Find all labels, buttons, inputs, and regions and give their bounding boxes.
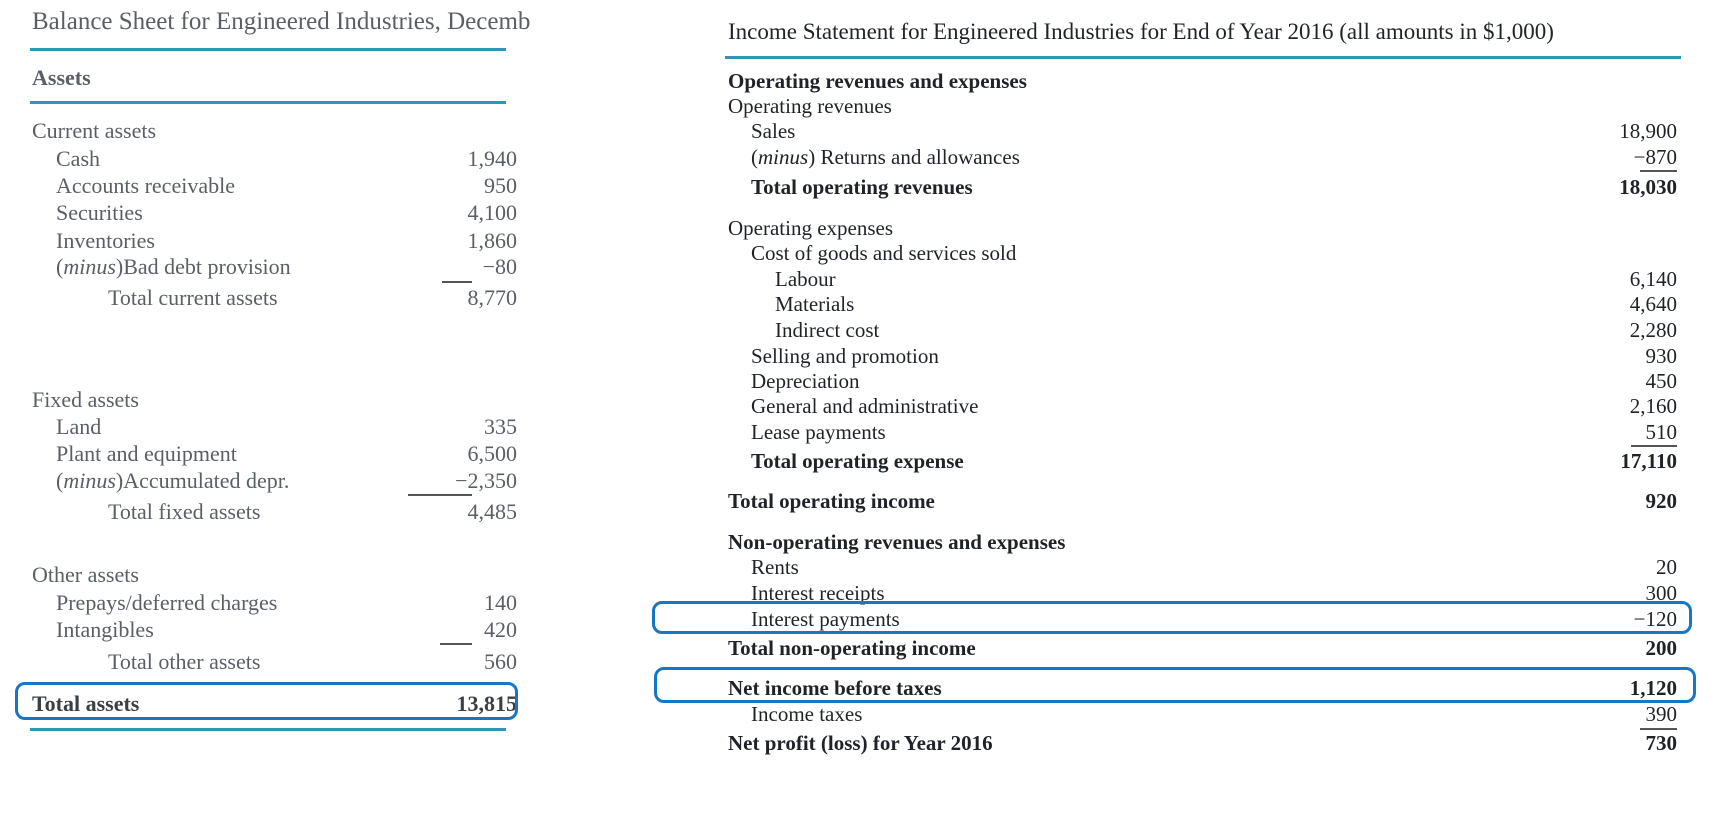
net-before-tax-highlight [654,667,1696,703]
table-row: Prepays/deferred charges 140 [56,590,517,615]
subtotal-underline [440,643,472,645]
income-statement-panel: Income Statement for Engineered Industri… [652,0,1714,831]
table-row: (minus)Accumulated depr. −2,350 [56,468,517,493]
subtotal-underline [1631,445,1677,447]
table-row: (minus)Bad debt provision −80 [56,254,517,279]
subtotal-underline [442,281,472,283]
total-op-expense-row: Total operating expense 17,110 [751,449,1677,473]
table-row: Plant and equipment 6,500 [56,441,517,466]
table-row: Income taxes 390 [751,702,1677,726]
cogs-heading: Cost of goods and services sold [751,241,1017,265]
table-row: Lease payments 510 [751,420,1677,444]
table-row: Land 335 [56,414,517,439]
total-current-assets-row: Total current assets 8,770 [108,285,517,310]
interest-payments-row: Interest payments −120 [751,607,1677,631]
total-assets-row: Total assets 13,815 [32,691,517,716]
current-assets-heading: Current assets [32,118,157,143]
table-row: Depreciation 450 [751,369,1677,393]
table-row: Selling and promotion 930 [751,344,1677,368]
total-op-income-row: Total operating income 920 [728,489,1677,513]
table-row: Indirect cost 2,280 [775,318,1677,342]
table-row: Labour 6,140 [775,267,1677,291]
table-row: Securities 4,100 [56,200,517,225]
op-revenues-heading: Operating revenues [728,94,892,118]
title-rule [725,56,1681,59]
total-assets-highlight [15,682,518,720]
net-before-tax-row: Net income before taxes 1,120 [728,676,1677,700]
table-row: Materials 4,640 [775,292,1677,316]
balance-sheet-panel: Balance Sheet for Engineered Industries,… [0,0,560,831]
table-row: Inventories 1,860 [56,228,517,253]
fixed-assets-heading: Fixed assets [32,387,139,412]
table-row: (minus) Returns and allowances −870 [751,145,1677,169]
subtotal-underline [1640,728,1677,730]
balance-sheet-title: Balance Sheet for Engineered Industries,… [32,8,531,35]
op-expenses-heading: Operating expenses [728,216,894,240]
total-op-revenues-row: Total operating revenues 18,030 [751,175,1677,199]
income-statement-title: Income Statement for Engineered Industri… [728,19,1554,44]
table-row: Accounts receivable 950 [56,173,517,198]
table-row: Intangibles 420 [56,617,517,642]
total-fixed-assets-row: Total fixed assets 4,485 [108,499,517,524]
other-assets-heading: Other assets [32,562,139,587]
bottom-rule [30,728,506,731]
title-rule [30,48,506,51]
table-row: Sales 18,900 [751,119,1677,143]
table-row: Rents 20 [751,555,1677,579]
op-section-heading: Operating revenues and expenses [728,69,1027,93]
total-other-assets-row: Total other assets 560 [108,649,517,674]
total-nonop-income-row: Total non-operating income 200 [728,636,1677,660]
subtotal-underline [1640,170,1677,172]
table-row: General and administrative 2,160 [751,394,1677,418]
nonop-section-heading: Non-operating revenues and expenses [728,530,1066,554]
assets-header: Assets [32,65,91,90]
interest-payments-highlight [652,601,1692,634]
net-profit-row: Net profit (loss) for Year 2016 730 [728,731,1677,755]
table-row: Cash 1,940 [56,146,517,171]
subtotal-underline [408,494,472,496]
assets-rule [30,101,506,104]
